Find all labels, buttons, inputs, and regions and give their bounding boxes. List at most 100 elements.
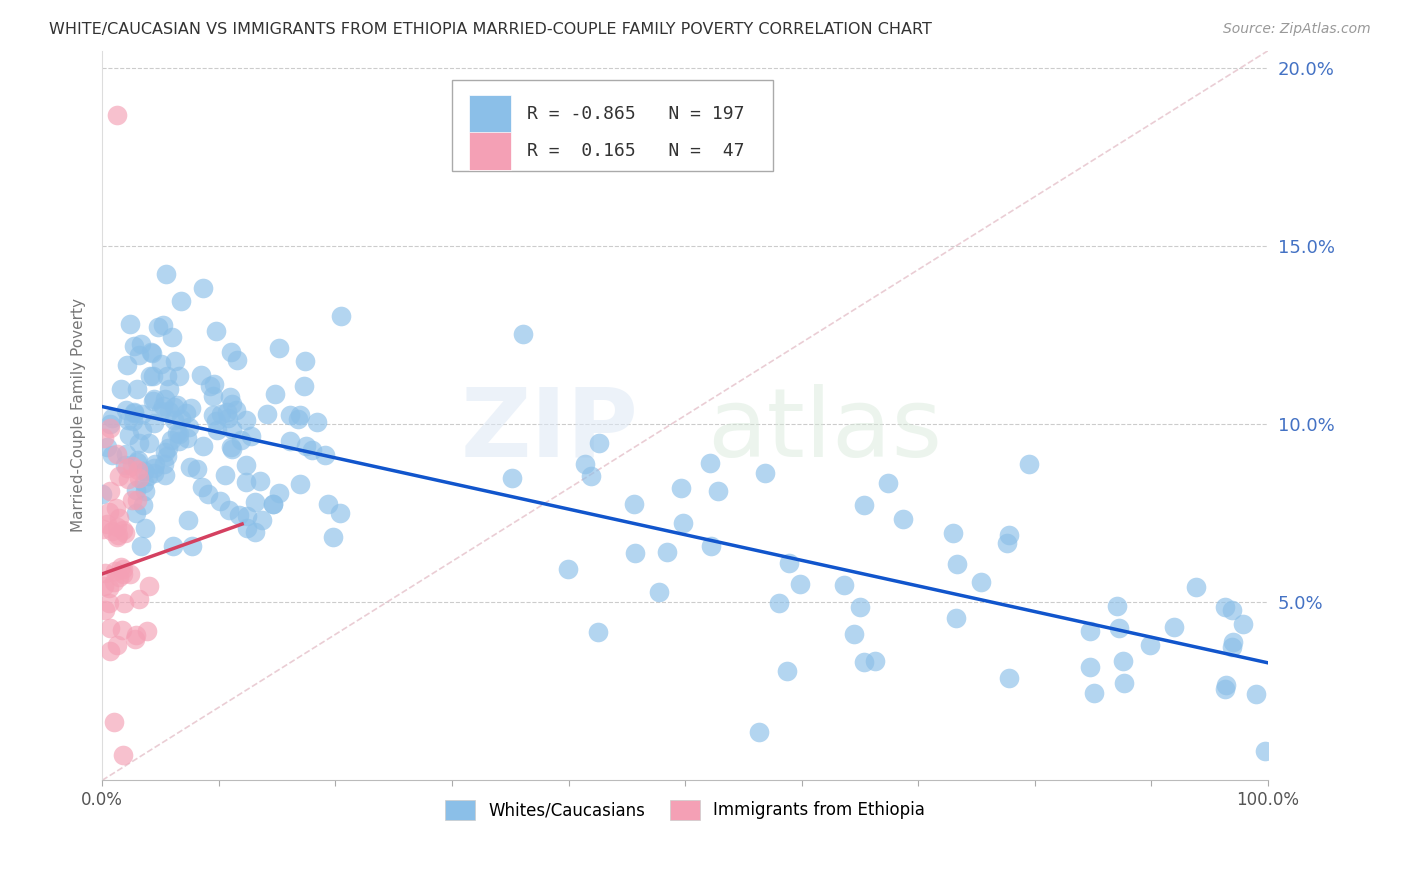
Point (105, 108, 128, 122)
Point (129, 539, 152, 553)
Point (162, 539, 184, 553)
Point (132, 464, 155, 478)
Point (1114, 675, 1136, 690)
Point (136, 469, 159, 483)
Point (278, 409, 301, 423)
Point (1139, 638, 1161, 652)
Point (249, 474, 271, 488)
Point (322, 530, 344, 544)
Point (163, 400, 186, 414)
Point (946, 558, 969, 572)
Point (111, 748, 134, 763)
Point (98, 643, 121, 657)
Point (138, 579, 160, 593)
Point (120, 567, 142, 582)
Point (648, 585, 671, 599)
Point (768, 596, 790, 610)
Text: atlas: atlas (707, 384, 942, 476)
Point (121, 459, 143, 474)
Point (107, 519, 129, 533)
Point (149, 404, 172, 418)
Point (167, 368, 190, 383)
Point (623, 497, 645, 511)
Point (156, 369, 179, 384)
Text: ZIP: ZIP (461, 384, 638, 476)
Point (197, 487, 219, 501)
Point (995, 536, 1018, 550)
Point (262, 497, 284, 511)
Point (125, 483, 148, 497)
Point (1213, 599, 1236, 614)
Point (134, 521, 156, 535)
Point (100, 448, 122, 462)
Point (115, 402, 138, 417)
Point (96, 516, 118, 531)
Point (94, 603, 117, 617)
Point (150, 357, 173, 371)
Point (179, 420, 201, 434)
Point (221, 422, 243, 436)
Point (205, 414, 228, 428)
Point (93, 566, 115, 581)
Point (287, 411, 309, 425)
Point (166, 399, 188, 413)
Point (190, 368, 212, 382)
Point (127, 463, 149, 477)
Point (128, 591, 150, 606)
Point (96, 440, 118, 454)
Point (217, 405, 239, 419)
Point (208, 493, 231, 508)
Point (131, 407, 153, 421)
Point (1107, 599, 1129, 613)
Point (122, 406, 145, 420)
Point (1254, 744, 1277, 758)
Point (295, 439, 318, 453)
Point (219, 440, 242, 454)
Point (1232, 616, 1254, 631)
Point (107, 469, 129, 483)
Point (225, 403, 247, 417)
Point (142, 392, 165, 407)
Point (122, 414, 145, 428)
Point (121, 492, 143, 507)
Point (155, 467, 177, 482)
Point (202, 388, 225, 402)
Point (239, 429, 262, 443)
Point (269, 341, 291, 355)
Point (156, 450, 179, 464)
Point (162, 413, 184, 427)
Point (214, 467, 236, 482)
Point (117, 461, 139, 475)
Point (107, 639, 129, 653)
Point (111, 624, 134, 638)
Point (1215, 678, 1237, 692)
Point (127, 453, 149, 467)
Point (166, 425, 188, 440)
Point (100, 621, 122, 635)
Point (316, 497, 339, 511)
Point (1185, 580, 1208, 594)
Text: WHITE/CAUCASIAN VS IMMIGRANTS FROM ETHIOPIA MARRIED-COUPLE FAMILY POVERTY CORREL: WHITE/CAUCASIAN VS IMMIGRANTS FROM ETHIO… (49, 22, 932, 37)
Point (132, 498, 155, 512)
Point (108, 569, 131, 583)
Point (186, 462, 208, 476)
Point (124, 404, 146, 418)
Point (176, 431, 198, 445)
Point (218, 503, 240, 517)
Point (1213, 682, 1236, 697)
Point (672, 516, 695, 530)
Point (103, 714, 125, 729)
Point (235, 475, 257, 490)
Point (330, 309, 353, 323)
Point (143, 467, 166, 481)
Point (863, 654, 886, 668)
Point (226, 353, 249, 368)
Point (112, 596, 135, 610)
Y-axis label: Married-Couple Family Poverty: Married-Couple Family Poverty (72, 299, 86, 533)
Point (97, 505, 120, 519)
Point (93, 431, 115, 445)
Point (112, 523, 135, 537)
Point (128, 471, 150, 485)
Point (314, 449, 336, 463)
Point (143, 416, 166, 430)
